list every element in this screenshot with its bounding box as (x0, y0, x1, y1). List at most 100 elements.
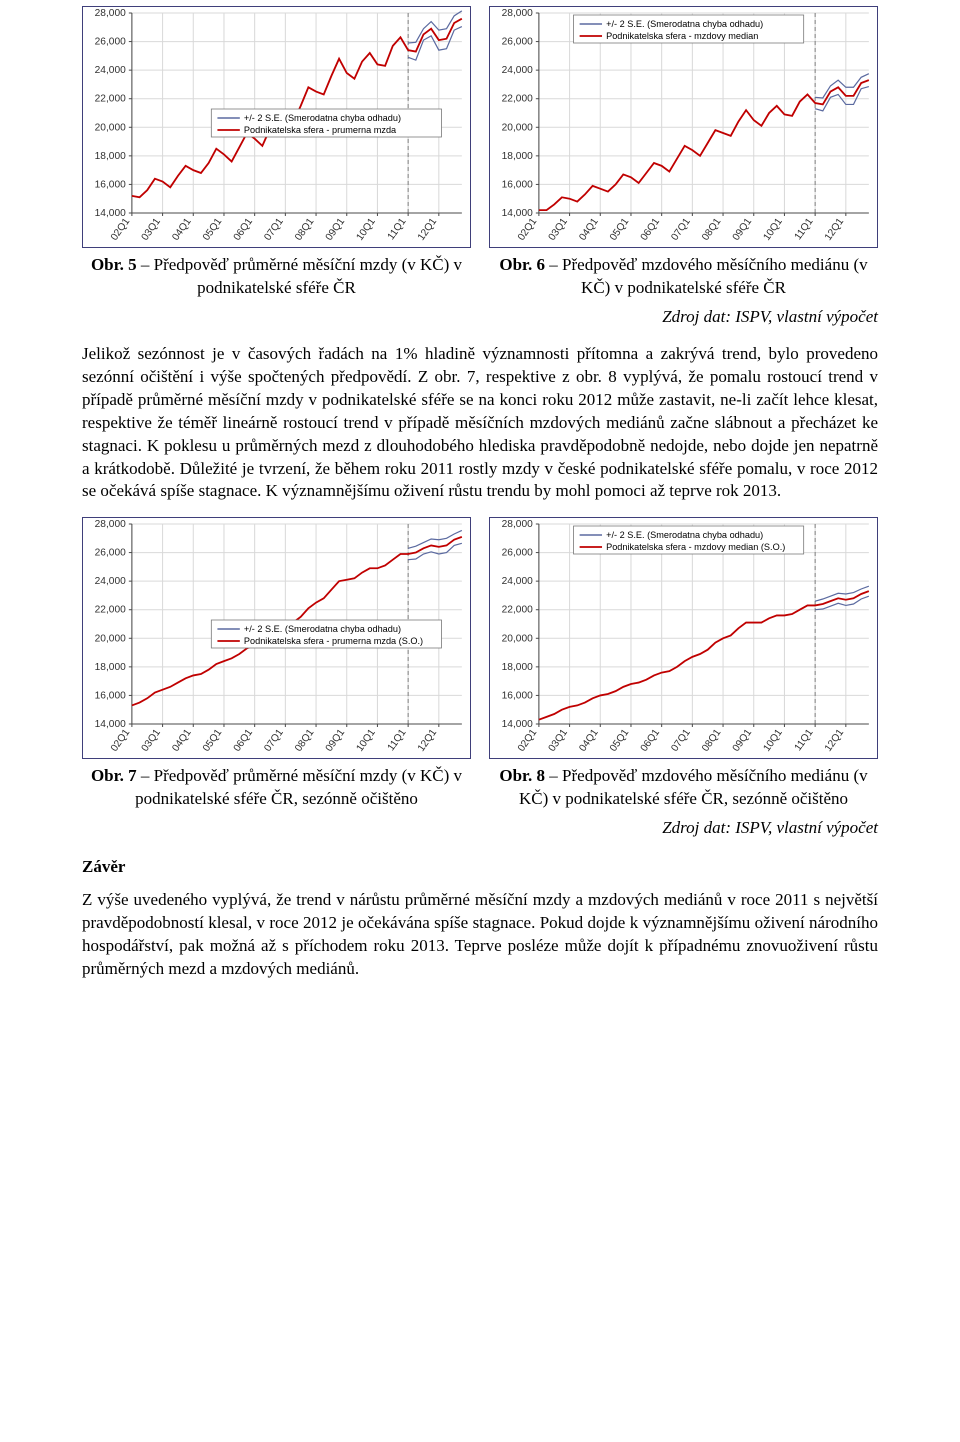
svg-text:16,000: 16,000 (502, 691, 534, 702)
svg-text:26,000: 26,000 (95, 37, 127, 48)
svg-text:12Q1: 12Q1 (823, 728, 847, 755)
svg-text:28,000: 28,000 (95, 8, 127, 19)
svg-text:26,000: 26,000 (502, 37, 534, 48)
svg-text:02Q1: 02Q1 (109, 216, 133, 243)
svg-text:11Q1: 11Q1 (793, 728, 816, 754)
chart-row-1: 14,00016,00018,00020,00022,00024,00026,0… (82, 6, 878, 248)
svg-text:04Q1: 04Q1 (577, 728, 601, 755)
svg-text:04Q1: 04Q1 (170, 216, 194, 243)
caption-obr6-num: Obr. 6 (499, 255, 545, 274)
svg-text:22,000: 22,000 (502, 94, 534, 105)
svg-text:16,000: 16,000 (95, 180, 127, 191)
svg-text:10Q1: 10Q1 (355, 728, 379, 755)
svg-text:28,000: 28,000 (95, 519, 127, 530)
svg-text:09Q1: 09Q1 (731, 216, 755, 243)
paragraph-1: Jelikož sezónnost je v časových řadách n… (82, 343, 878, 504)
svg-text:11Q1: 11Q1 (386, 728, 409, 754)
caption-obr6: Obr. 6 – Předpověď mzdového měsíčního me… (489, 254, 878, 300)
svg-text:18,000: 18,000 (502, 662, 534, 673)
caption-obr5-text: – Předpověď průměrné měsíční mzdy (v KČ)… (137, 255, 462, 297)
svg-text:12Q1: 12Q1 (823, 216, 847, 243)
svg-text:03Q1: 03Q1 (140, 216, 164, 243)
svg-text:06Q1: 06Q1 (639, 728, 663, 755)
svg-text:28,000: 28,000 (502, 519, 534, 530)
heading-zaver: Závěr (82, 856, 878, 879)
chart-obr7: 14,00016,00018,00020,00022,00024,00026,0… (82, 517, 471, 759)
svg-text:02Q1: 02Q1 (516, 216, 540, 243)
svg-text:05Q1: 05Q1 (608, 216, 632, 243)
svg-text:26,000: 26,000 (95, 548, 127, 559)
svg-text:11Q1: 11Q1 (386, 216, 409, 242)
svg-text:04Q1: 04Q1 (577, 216, 601, 243)
source-2: Zdroj dat: ISPV, vlastní výpočet (82, 817, 878, 840)
caption-obr8: Obr. 8 – Předpověď mzdového měsíčního me… (489, 765, 878, 811)
svg-text:06Q1: 06Q1 (639, 216, 663, 243)
caption-obr7: Obr. 7 – Předpověď průměrné měsíční mzdy… (82, 765, 471, 811)
svg-text:24,000: 24,000 (95, 65, 127, 76)
caption-obr7-text: – Předpověď průměrné měsíční mzdy (v KČ)… (135, 766, 462, 808)
svg-text:+/- 2 S.E. (Smerodatna chyba o: +/- 2 S.E. (Smerodatna chyba odhadu) (244, 624, 401, 634)
chart-obr5: 14,00016,00018,00020,00022,00024,00026,0… (82, 6, 471, 248)
svg-text:09Q1: 09Q1 (324, 728, 348, 755)
captions-row-2: Obr. 7 – Předpověď průměrné měsíční mzdy… (82, 765, 878, 811)
svg-text:03Q1: 03Q1 (547, 216, 571, 243)
svg-text:18,000: 18,000 (95, 662, 127, 673)
svg-text:10Q1: 10Q1 (762, 728, 786, 755)
svg-text:28,000: 28,000 (502, 8, 534, 19)
svg-text:+/- 2 S.E. (Smerodatna chyba o: +/- 2 S.E. (Smerodatna chyba odhadu) (606, 19, 763, 29)
svg-text:05Q1: 05Q1 (608, 728, 632, 755)
svg-text:03Q1: 03Q1 (140, 728, 164, 755)
svg-text:20,000: 20,000 (95, 122, 127, 133)
caption-obr8-num: Obr. 8 (499, 766, 545, 785)
svg-text:22,000: 22,000 (502, 605, 534, 616)
source-1: Zdroj dat: ISPV, vlastní výpočet (82, 306, 878, 329)
svg-text:07Q1: 07Q1 (669, 728, 693, 755)
svg-text:08Q1: 08Q1 (700, 728, 724, 755)
svg-text:08Q1: 08Q1 (293, 728, 317, 755)
caption-obr5: Obr. 5 – Předpověď průměrné měsíční mzdy… (82, 254, 471, 300)
chart-obr8: 14,00016,00018,00020,00022,00024,00026,0… (489, 517, 878, 759)
svg-text:+/- 2 S.E. (Smerodatna chyba o: +/- 2 S.E. (Smerodatna chyba odhadu) (244, 113, 401, 123)
captions-row-1: Obr. 5 – Předpověď průměrné měsíční mzdy… (82, 254, 878, 300)
svg-text:05Q1: 05Q1 (201, 216, 225, 243)
svg-text:20,000: 20,000 (95, 634, 127, 645)
caption-obr6-text: – Předpověď mzdového měsíčního mediánu (… (545, 255, 868, 297)
chart-row-2: 14,00016,00018,00020,00022,00024,00026,0… (82, 517, 878, 759)
svg-text:20,000: 20,000 (502, 634, 534, 645)
svg-text:04Q1: 04Q1 (170, 728, 194, 755)
svg-text:18,000: 18,000 (502, 151, 534, 162)
svg-text:Podnikatelska sfera - prumerna: Podnikatelska sfera - prumerna mzda (S.O… (244, 636, 423, 646)
caption-obr8-text: – Předpověď mzdového měsíčního mediánu (… (519, 766, 868, 808)
svg-text:02Q1: 02Q1 (516, 728, 540, 755)
svg-text:16,000: 16,000 (502, 180, 534, 191)
svg-text:08Q1: 08Q1 (700, 216, 724, 243)
svg-text:20,000: 20,000 (502, 122, 534, 133)
svg-text:09Q1: 09Q1 (324, 216, 348, 243)
svg-text:08Q1: 08Q1 (293, 216, 317, 243)
svg-text:06Q1: 06Q1 (232, 216, 256, 243)
svg-text:09Q1: 09Q1 (731, 728, 755, 755)
svg-text:Podnikatelska sfera - prumerna: Podnikatelska sfera - prumerna mzda (244, 125, 397, 135)
svg-text:Podnikatelska sfera - mzdovy m: Podnikatelska sfera - mzdovy median (606, 31, 758, 41)
svg-text:10Q1: 10Q1 (762, 216, 786, 243)
paragraph-2: Z výše uvedeného vyplývá, že trend v nár… (82, 889, 878, 981)
svg-text:07Q1: 07Q1 (262, 216, 286, 243)
svg-text:03Q1: 03Q1 (547, 728, 571, 755)
svg-text:24,000: 24,000 (502, 65, 534, 76)
svg-text:Podnikatelska sfera - mzdovy m: Podnikatelska sfera - mzdovy median (S.O… (606, 542, 785, 552)
chart-obr6: 14,00016,00018,00020,00022,00024,00026,0… (489, 6, 878, 248)
caption-obr7-num: Obr. 7 (91, 766, 137, 785)
svg-text:07Q1: 07Q1 (262, 728, 286, 755)
svg-text:02Q1: 02Q1 (109, 728, 133, 755)
svg-text:+/- 2 S.E. (Smerodatna chyba o: +/- 2 S.E. (Smerodatna chyba odhadu) (606, 530, 763, 540)
svg-text:07Q1: 07Q1 (669, 216, 693, 243)
svg-text:18,000: 18,000 (95, 151, 127, 162)
svg-text:26,000: 26,000 (502, 548, 534, 559)
svg-text:06Q1: 06Q1 (232, 728, 256, 755)
svg-text:10Q1: 10Q1 (355, 216, 379, 243)
svg-text:24,000: 24,000 (502, 577, 534, 588)
svg-text:12Q1: 12Q1 (416, 728, 440, 755)
svg-text:22,000: 22,000 (95, 605, 127, 616)
svg-text:24,000: 24,000 (95, 577, 127, 588)
svg-text:12Q1: 12Q1 (416, 216, 440, 243)
